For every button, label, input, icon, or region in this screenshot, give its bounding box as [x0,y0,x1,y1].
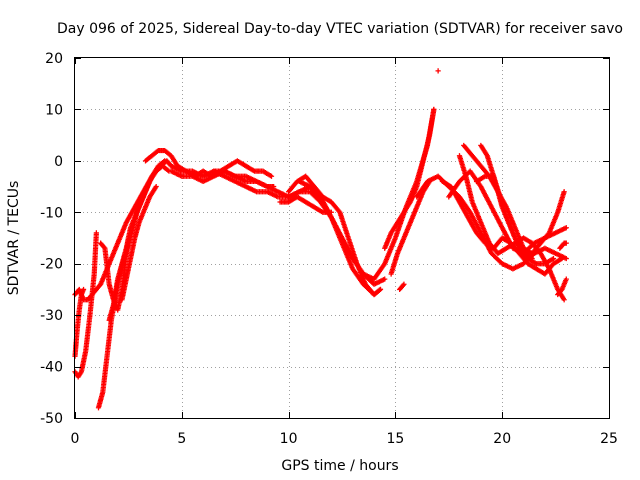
y-tick-label: -20 [40,257,63,273]
x-tick-label: 20 [493,431,511,447]
tick-labels: 0 5 10 15 20 25 -50 -40 -30 -20 -10 0 10 20 [40,51,618,447]
data-point [400,282,406,288]
data-point [559,255,565,262]
data-point [161,159,167,165]
data-point [93,230,99,236]
data-point [561,189,567,195]
x-tick-label: 25 [600,431,618,447]
data-point [268,173,275,179]
y-tick-label: -50 [40,411,63,427]
data-point [550,255,557,262]
data-point [561,297,567,303]
x-tick-label: 0 [71,431,80,447]
data-point [162,158,168,164]
grid-lines [75,58,609,418]
data-point [382,276,388,282]
plot-frame [74,57,610,419]
x-tick-label: 15 [386,431,404,447]
x-tick-label: 5 [177,431,186,447]
x-axis-title: GPS time / hours [281,458,398,474]
data-marks [72,68,569,411]
y-tick-label: -40 [40,360,63,376]
data-point [401,281,407,287]
y-axis-title: SDTVAR / TECUs [6,181,22,296]
y-tick-label: 20 [45,51,63,67]
data-point [271,183,277,190]
data-point [563,240,569,246]
x-tick-label: 10 [280,431,298,447]
data-point [563,276,569,282]
data-point [435,68,441,74]
data-point [80,286,87,293]
y-tick-label: 10 [45,102,63,118]
data-point [165,167,171,173]
chart-title: Day 096 of 2025, Sidereal Day-to-day VTE… [57,21,623,37]
data-point [153,183,159,190]
y-tick-label: -10 [40,205,63,221]
data-point [431,106,437,113]
data-point [376,287,382,293]
y-tick-label: -30 [40,308,63,324]
data-point [563,225,569,231]
data-point [101,244,107,250]
y-tick-label: 0 [54,154,63,170]
axis-ticks [75,58,610,419]
data-point [377,286,384,293]
